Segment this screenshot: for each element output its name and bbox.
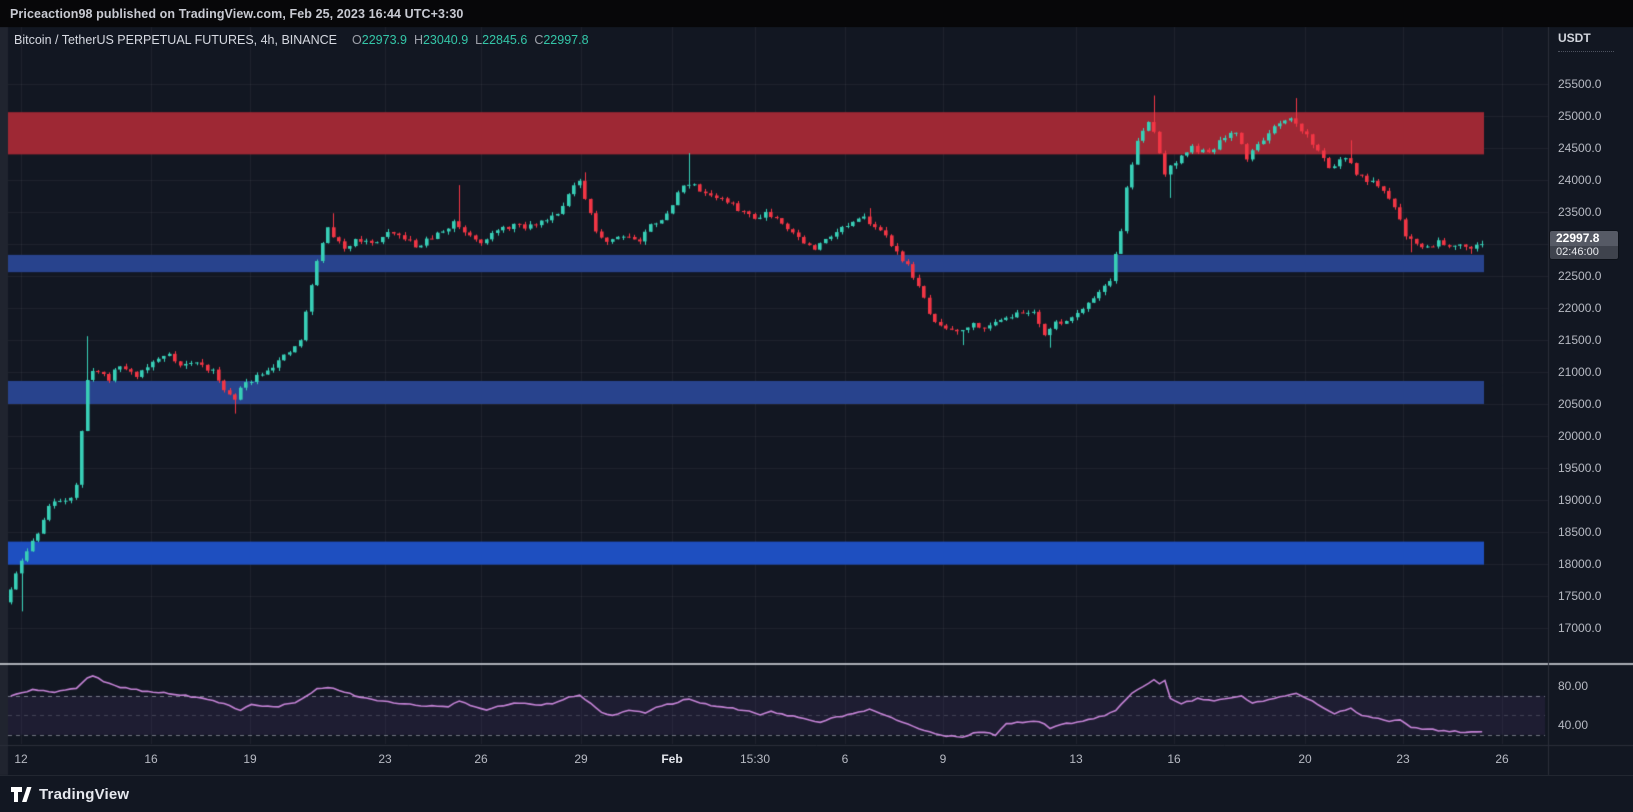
time-tick-label: 16 — [144, 752, 158, 766]
ohlc-key: O — [352, 33, 362, 47]
ohlc-value: 22973.9 — [361, 33, 407, 47]
publisher-bar: Priceaction98 published on TradingView.c… — [0, 0, 1633, 27]
time-tick-label: Feb — [661, 752, 683, 766]
symbol-title: Bitcoin / TetherUS PERPETUAL FUTURES, 4h… — [14, 33, 338, 47]
currency-label: USDT — [1558, 31, 1591, 45]
time-axis[interactable]: 12 16 19 23 26 29 Feb 15:30 6 9 13 16 20 23 26 — [0, 745, 1633, 775]
time-tick-label: 23 — [378, 752, 392, 766]
bar-countdown: 02:46:00 — [1550, 246, 1618, 260]
publisher-text: Priceaction98 published on TradingView.c… — [10, 6, 464, 21]
tradingview-logo-icon — [11, 787, 32, 802]
currency-underline — [1558, 51, 1614, 52]
price-tick-label: 20500.0 — [1558, 397, 1602, 411]
price-tick-label: 23500.0 — [1558, 205, 1602, 219]
price-tick-label: 22500.0 — [1558, 269, 1602, 283]
price-tick-label: 22000.0 — [1558, 301, 1602, 315]
price-tick-label: 25000.0 — [1558, 109, 1602, 123]
ohlc-key: L — [475, 33, 483, 47]
ohlc-key: H — [413, 33, 423, 47]
price-axis[interactable]: USDT 22997.8 02:46:00 25500.0 25000.0 2450… — [1548, 27, 1633, 775]
ohlc-key: C — [534, 33, 544, 47]
rsi-tick-label: 40.00 — [1558, 718, 1589, 732]
price-tick-label: 20000.0 — [1558, 429, 1602, 443]
brand-footer: TradingView — [0, 775, 1633, 812]
price-tick-label: 18500.0 — [1558, 525, 1602, 539]
time-tick-label: 9 — [939, 752, 947, 766]
last-price-label: 22997.8 02:46:00 — [1550, 231, 1618, 260]
time-tick-label: 12 — [14, 752, 28, 766]
rsi-tick-label: 80.00 — [1558, 679, 1589, 693]
ohlc-value: 22845.6 — [482, 33, 528, 47]
price-tick-label: 17000.0 — [1558, 621, 1602, 635]
price-tick-label: 21000.0 — [1558, 365, 1602, 379]
ohlc-readout: O22973.9 H23040.9 L22845.6 C22997.8 — [345, 33, 589, 47]
price-tick-label: 21500.0 — [1558, 333, 1602, 347]
time-tick-label: 6 — [841, 752, 849, 766]
time-tick-label: 13 — [1069, 752, 1083, 766]
price-tick-label: 19000.0 — [1558, 493, 1602, 507]
price-tick-label: 18000.0 — [1558, 557, 1602, 571]
time-tick-label: 26 — [1495, 752, 1509, 766]
time-tick-label: 19 — [243, 752, 257, 766]
time-tick-label: 29 — [574, 752, 588, 766]
time-tick-label: 23 — [1396, 752, 1410, 766]
price-tick-label: 19500.0 — [1558, 461, 1602, 475]
time-tick-label: 26 — [474, 752, 488, 766]
price-tick-label: 24000.0 — [1558, 173, 1602, 187]
tradingview-link[interactable]: TradingView — [10, 786, 129, 803]
brand-name: TradingView — [39, 786, 130, 803]
price-tick-label: 24500.0 — [1558, 141, 1602, 155]
time-tick-label: 20 — [1298, 752, 1312, 766]
ohlc-value: 23040.9 — [422, 33, 469, 47]
price-tick-label: 25500.0 — [1558, 77, 1602, 91]
ohlc-value: 22997.8 — [543, 33, 589, 47]
price-tick-label: 17500.0 — [1558, 589, 1602, 603]
time-tick-label: 15:30 — [739, 752, 771, 766]
symbol-title-row: Bitcoin / TetherUS PERPETUAL FUTURES, 4h… — [14, 33, 589, 47]
last-price-value: 22997.8 — [1550, 231, 1618, 247]
time-tick-label: 16 — [1167, 752, 1181, 766]
